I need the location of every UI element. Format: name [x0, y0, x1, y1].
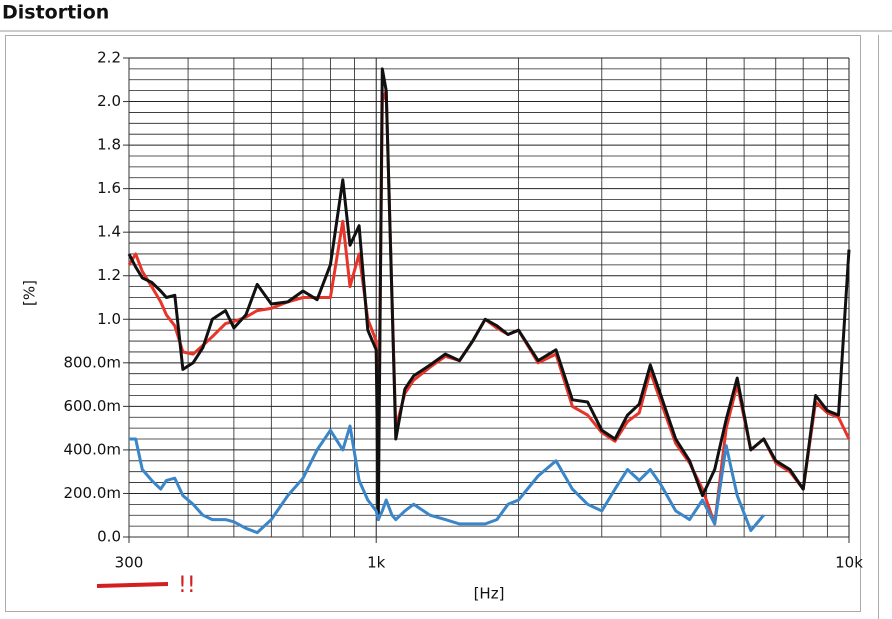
series-line — [127, 67, 851, 522]
x-tick-label: 10k — [835, 554, 863, 572]
y-tick-label: 800.0m — [63, 353, 121, 371]
y-tick-label: 2.0 — [97, 92, 121, 110]
y-tick-label: 1.8 — [97, 136, 121, 154]
x-tick-label: 300 — [115, 554, 144, 572]
chart-title: Distortion — [2, 2, 109, 24]
y-tick-label: 0.0 — [97, 528, 121, 546]
y-axis-label: [%] — [21, 280, 39, 306]
y-tick-label: 2.2 — [97, 49, 121, 67]
y-tick-label: 1.2 — [97, 266, 121, 284]
y-tick-label: 1.4 — [97, 223, 121, 241]
y-tick-label: 400.0m — [63, 440, 121, 458]
y-tick-label: 1.6 — [97, 179, 121, 197]
y-tick-label: 1.0 — [97, 310, 121, 328]
x-tick-label: 1k — [367, 554, 386, 572]
x-axis-label: [Hz] — [474, 585, 505, 603]
annotation-underline — [96, 582, 169, 588]
series-line — [129, 424, 765, 535]
annotation: !! — [178, 573, 196, 598]
panel-frame — [5, 35, 861, 612]
y-tick-label: 200.0m — [63, 484, 121, 502]
y-tick-label: 600.0m — [63, 397, 121, 415]
